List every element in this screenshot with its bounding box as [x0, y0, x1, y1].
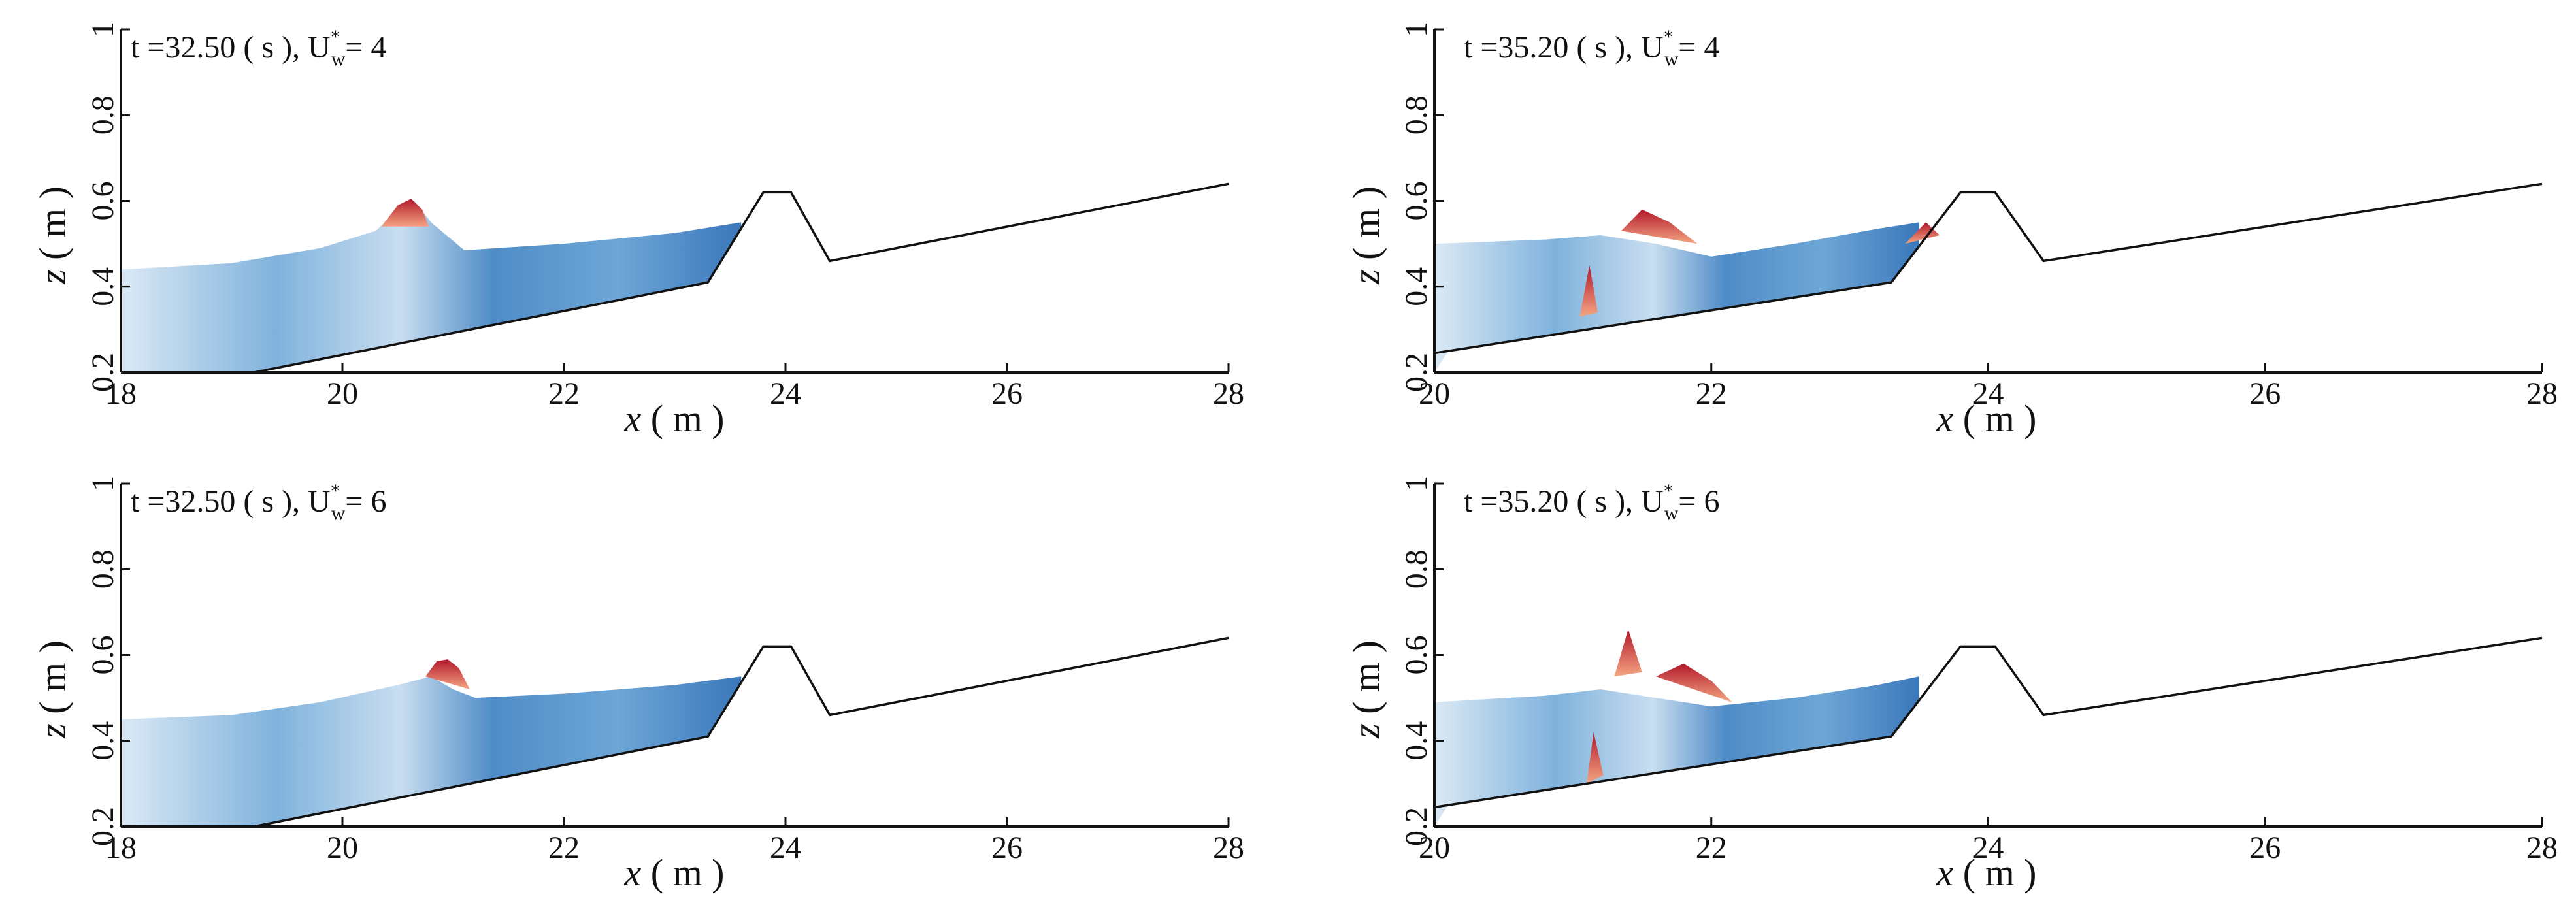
x-tick-label: 22: [1696, 830, 1727, 865]
x-tick-label: 24: [770, 830, 801, 865]
splash-region: [425, 659, 470, 689]
x-tick-label: 22: [1696, 376, 1727, 411]
x-axis-title: x ( m ): [624, 851, 725, 894]
x-tick-label: 24: [770, 376, 801, 411]
splash-region: [1621, 209, 1698, 244]
splash-region: [381, 199, 429, 227]
y-tick-label: 0.6: [86, 636, 120, 675]
water-region: [1434, 676, 1919, 827]
splash-region: [1587, 732, 1604, 784]
panel-top-right: 20 22 24 26 28 0.2 0.4 0.6 0.8 1 t =35.20 ( s ), …: [1345, 22, 2558, 440]
x-tick-label: 20: [1419, 376, 1450, 411]
y-tick-label: 1: [86, 476, 120, 491]
x-tick-label: 22: [548, 376, 580, 411]
y-tick-label: 0.6: [86, 182, 120, 221]
x-axis-title: x ( m ): [1936, 397, 2037, 440]
x-tick-label: 24: [1973, 376, 2004, 411]
y-tick-label: 0.4: [86, 267, 120, 306]
splash-region: [1656, 663, 1732, 702]
x-tick-label: 28: [1213, 376, 1244, 411]
y-tick-label: 0.4: [1399, 721, 1434, 761]
y-tick-label: 0.2: [86, 807, 120, 846]
bathymetry-line: [1434, 636, 2543, 809]
bathymetry-line: [254, 182, 1229, 374]
y-axis-title: z ( m ): [1345, 640, 1387, 739]
panel-title: t =32.50 ( s ), U* w= 6: [131, 480, 386, 524]
x-tick-label: 26: [991, 830, 1023, 865]
water-region: [121, 676, 742, 827]
y-tick-label: 0.4: [86, 721, 120, 761]
x-tick-label: 28: [2526, 830, 2558, 865]
x-tick-label: 22: [548, 830, 580, 865]
panel-bottom-left: 18 20 22 24 26 28 0.2 0.4 0.6 0.8 1 t =32.50 ( s )…: [31, 476, 1244, 894]
splash-region: [1614, 629, 1642, 677]
panel-title: t =35.20 ( s ), U* w= 4: [1464, 26, 1719, 70]
water-region: [1434, 222, 1919, 372]
x-tick-label: 24: [1973, 830, 2004, 865]
y-tick-label: 0.8: [1399, 95, 1434, 135]
y-tick-label: 0.4: [1399, 267, 1434, 306]
x-tick-label: 26: [991, 376, 1023, 411]
y-axis-title: z ( m ): [31, 640, 74, 739]
y-axis-title: z ( m ): [31, 186, 74, 285]
x-axis-title: x ( m ): [624, 397, 725, 440]
water-region: [121, 201, 742, 372]
x-tick-label: 20: [1419, 830, 1450, 865]
y-tick-label: 1: [1399, 476, 1434, 491]
y-tick-label: 0.8: [86, 549, 120, 589]
x-tick-label: 18: [105, 376, 137, 411]
y-tick-label: 0.6: [1399, 182, 1434, 221]
bathymetry-line: [254, 636, 1229, 828]
x-tick-label: 20: [327, 376, 358, 411]
y-axis-title: z ( m ): [1345, 186, 1387, 285]
y-tick-label: 0.2: [86, 353, 120, 392]
panel-title: t =32.50 ( s ), U* w= 4: [131, 26, 386, 70]
x-tick-label: 28: [2526, 376, 2558, 411]
y-tick-label: 0.2: [1399, 807, 1434, 846]
panel-bottom-right: 20 22 24 26 28 0.2 0.4 0.6 0.8 1 t =35.20 ( s ), …: [1345, 476, 2558, 894]
y-tick-label: 1: [1399, 22, 1434, 37]
x-tick-label: 28: [1213, 830, 1244, 865]
y-tick-label: 0.6: [1399, 636, 1434, 675]
y-tick-label: 1: [86, 22, 120, 37]
bathymetry-line: [1434, 182, 2543, 355]
splash-region: [1905, 222, 1940, 244]
x-axis-title: x ( m ): [1936, 851, 2037, 894]
y-tick-label: 0.8: [86, 95, 120, 135]
x-tick-label: 18: [105, 830, 137, 865]
x-tick-label: 20: [327, 830, 358, 865]
x-tick-label: 26: [2249, 830, 2281, 865]
y-tick-label: 0.2: [1399, 353, 1434, 392]
x-tick-label: 26: [2249, 376, 2281, 411]
y-tick-label: 0.8: [1399, 549, 1434, 589]
panel-top-left: 18 20 22 24 26 28 0.2 0.4 0.6 0.8 1 t =32.50 ( s )…: [31, 22, 1244, 440]
splash-region: [1579, 265, 1598, 317]
panel-title: t =35.20 ( s ), U* w= 6: [1464, 480, 1719, 524]
